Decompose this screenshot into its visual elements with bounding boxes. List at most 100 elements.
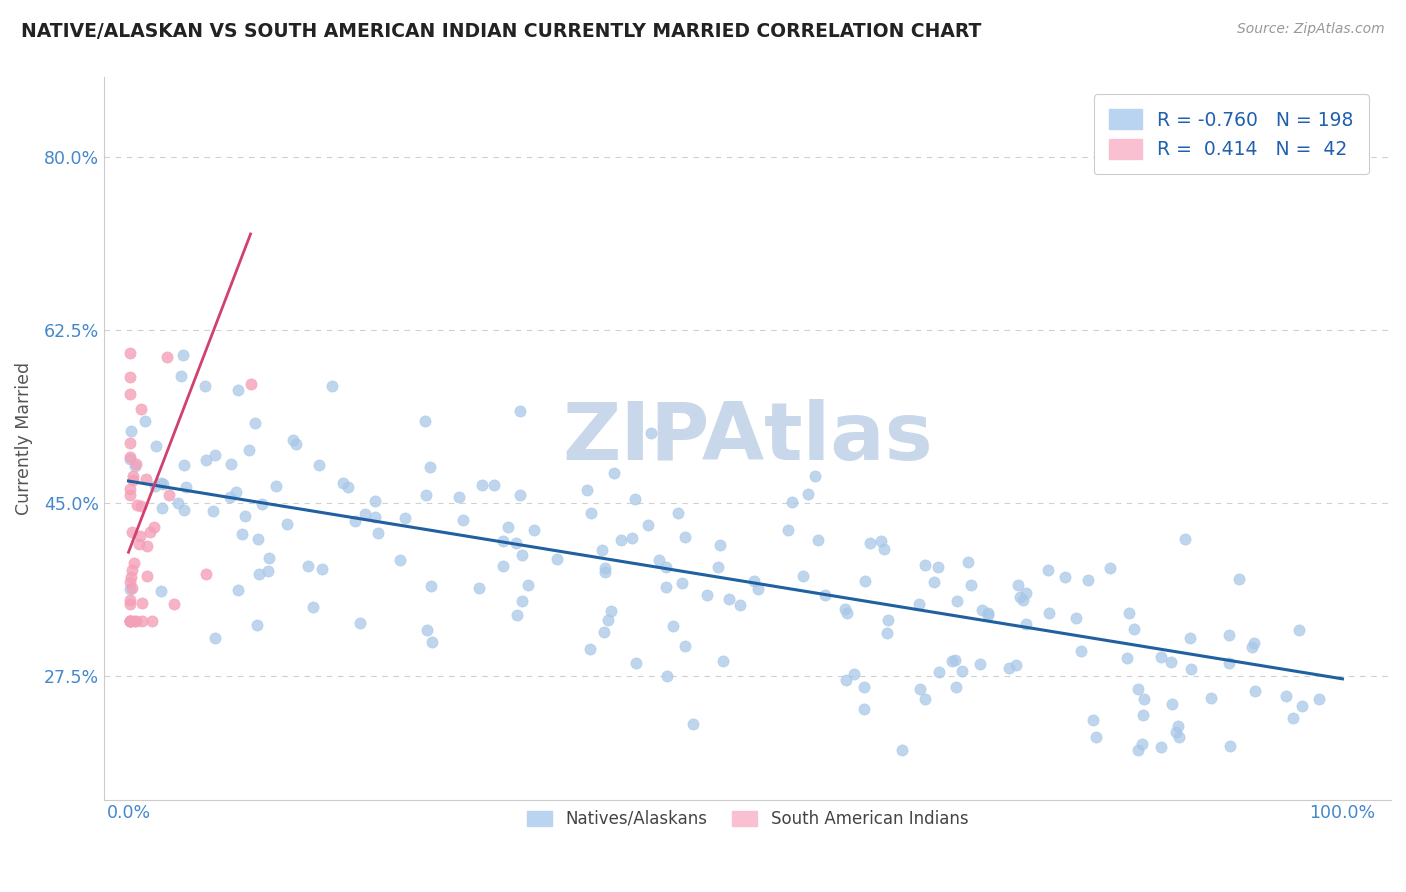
Point — [814, 588, 837, 602]
Point — [593, 560, 616, 574]
Point — [419, 459, 441, 474]
Point — [1070, 643, 1092, 657]
Point — [416, 623, 439, 637]
Point — [118, 369, 141, 384]
Point — [876, 613, 898, 627]
Point — [120, 424, 142, 438]
Point — [852, 702, 875, 716]
Text: ZIPAtlas: ZIPAtlas — [562, 400, 934, 477]
Point — [276, 516, 298, 531]
Point — [1014, 616, 1036, 631]
Point — [219, 457, 242, 471]
Point — [1054, 570, 1077, 584]
Point — [176, 480, 198, 494]
Point — [928, 665, 950, 679]
Point — [852, 680, 875, 694]
Point — [1150, 650, 1173, 665]
Point — [1098, 561, 1121, 575]
Point — [118, 592, 141, 607]
Point — [243, 416, 266, 430]
Point — [496, 519, 519, 533]
Point — [1115, 651, 1137, 665]
Point — [122, 556, 145, 570]
Point — [219, 490, 242, 504]
Point — [121, 469, 143, 483]
Point — [173, 458, 195, 472]
Point — [118, 615, 141, 629]
Point — [367, 526, 389, 541]
Point — [118, 435, 141, 450]
Point — [837, 606, 859, 620]
Point — [671, 575, 693, 590]
Point — [118, 615, 141, 629]
Point — [136, 539, 159, 553]
Point — [950, 664, 973, 678]
Point — [1166, 725, 1188, 739]
Point — [124, 458, 146, 472]
Point — [1274, 689, 1296, 703]
Point — [657, 669, 679, 683]
Point — [969, 657, 991, 671]
Point — [172, 348, 194, 362]
Point — [956, 555, 979, 569]
Point — [517, 578, 540, 592]
Point — [226, 582, 249, 597]
Point — [579, 506, 602, 520]
Point — [157, 488, 180, 502]
Point — [1007, 578, 1029, 592]
Point — [451, 513, 474, 527]
Point — [302, 600, 325, 615]
Point — [420, 635, 443, 649]
Point — [728, 598, 751, 612]
Point — [891, 743, 914, 757]
Point — [610, 533, 633, 548]
Point — [908, 681, 931, 696]
Point — [343, 514, 366, 528]
Point — [413, 414, 436, 428]
Point — [1288, 623, 1310, 637]
Point — [1241, 640, 1264, 654]
Point — [510, 549, 533, 563]
Point — [152, 477, 174, 491]
Point — [447, 490, 470, 504]
Point — [118, 346, 141, 360]
Point — [143, 479, 166, 493]
Point — [138, 524, 160, 539]
Point — [1012, 593, 1035, 607]
Point — [509, 488, 531, 502]
Point — [1243, 636, 1265, 650]
Point — [780, 494, 803, 508]
Point — [941, 654, 963, 668]
Point — [389, 553, 412, 567]
Point — [167, 495, 190, 509]
Point — [226, 383, 249, 397]
Point — [332, 475, 354, 490]
Point — [297, 559, 319, 574]
Point — [311, 562, 333, 576]
Point — [506, 607, 529, 622]
Point — [118, 451, 141, 466]
Point — [626, 656, 648, 670]
Point — [492, 534, 515, 549]
Point — [1005, 658, 1028, 673]
Point — [1066, 611, 1088, 625]
Point — [118, 615, 141, 629]
Point — [195, 566, 218, 581]
Point — [1014, 586, 1036, 600]
Point — [835, 673, 858, 688]
Point — [603, 467, 626, 481]
Point — [336, 480, 359, 494]
Point — [1133, 692, 1156, 706]
Point — [121, 473, 143, 487]
Text: Source: ZipAtlas.com: Source: ZipAtlas.com — [1237, 22, 1385, 37]
Point — [1150, 739, 1173, 754]
Point — [717, 591, 740, 606]
Point — [943, 652, 966, 666]
Point — [256, 564, 278, 578]
Point — [908, 597, 931, 611]
Point — [945, 594, 967, 608]
Point — [122, 615, 145, 629]
Point — [121, 563, 143, 577]
Point — [1199, 691, 1222, 706]
Point — [238, 443, 260, 458]
